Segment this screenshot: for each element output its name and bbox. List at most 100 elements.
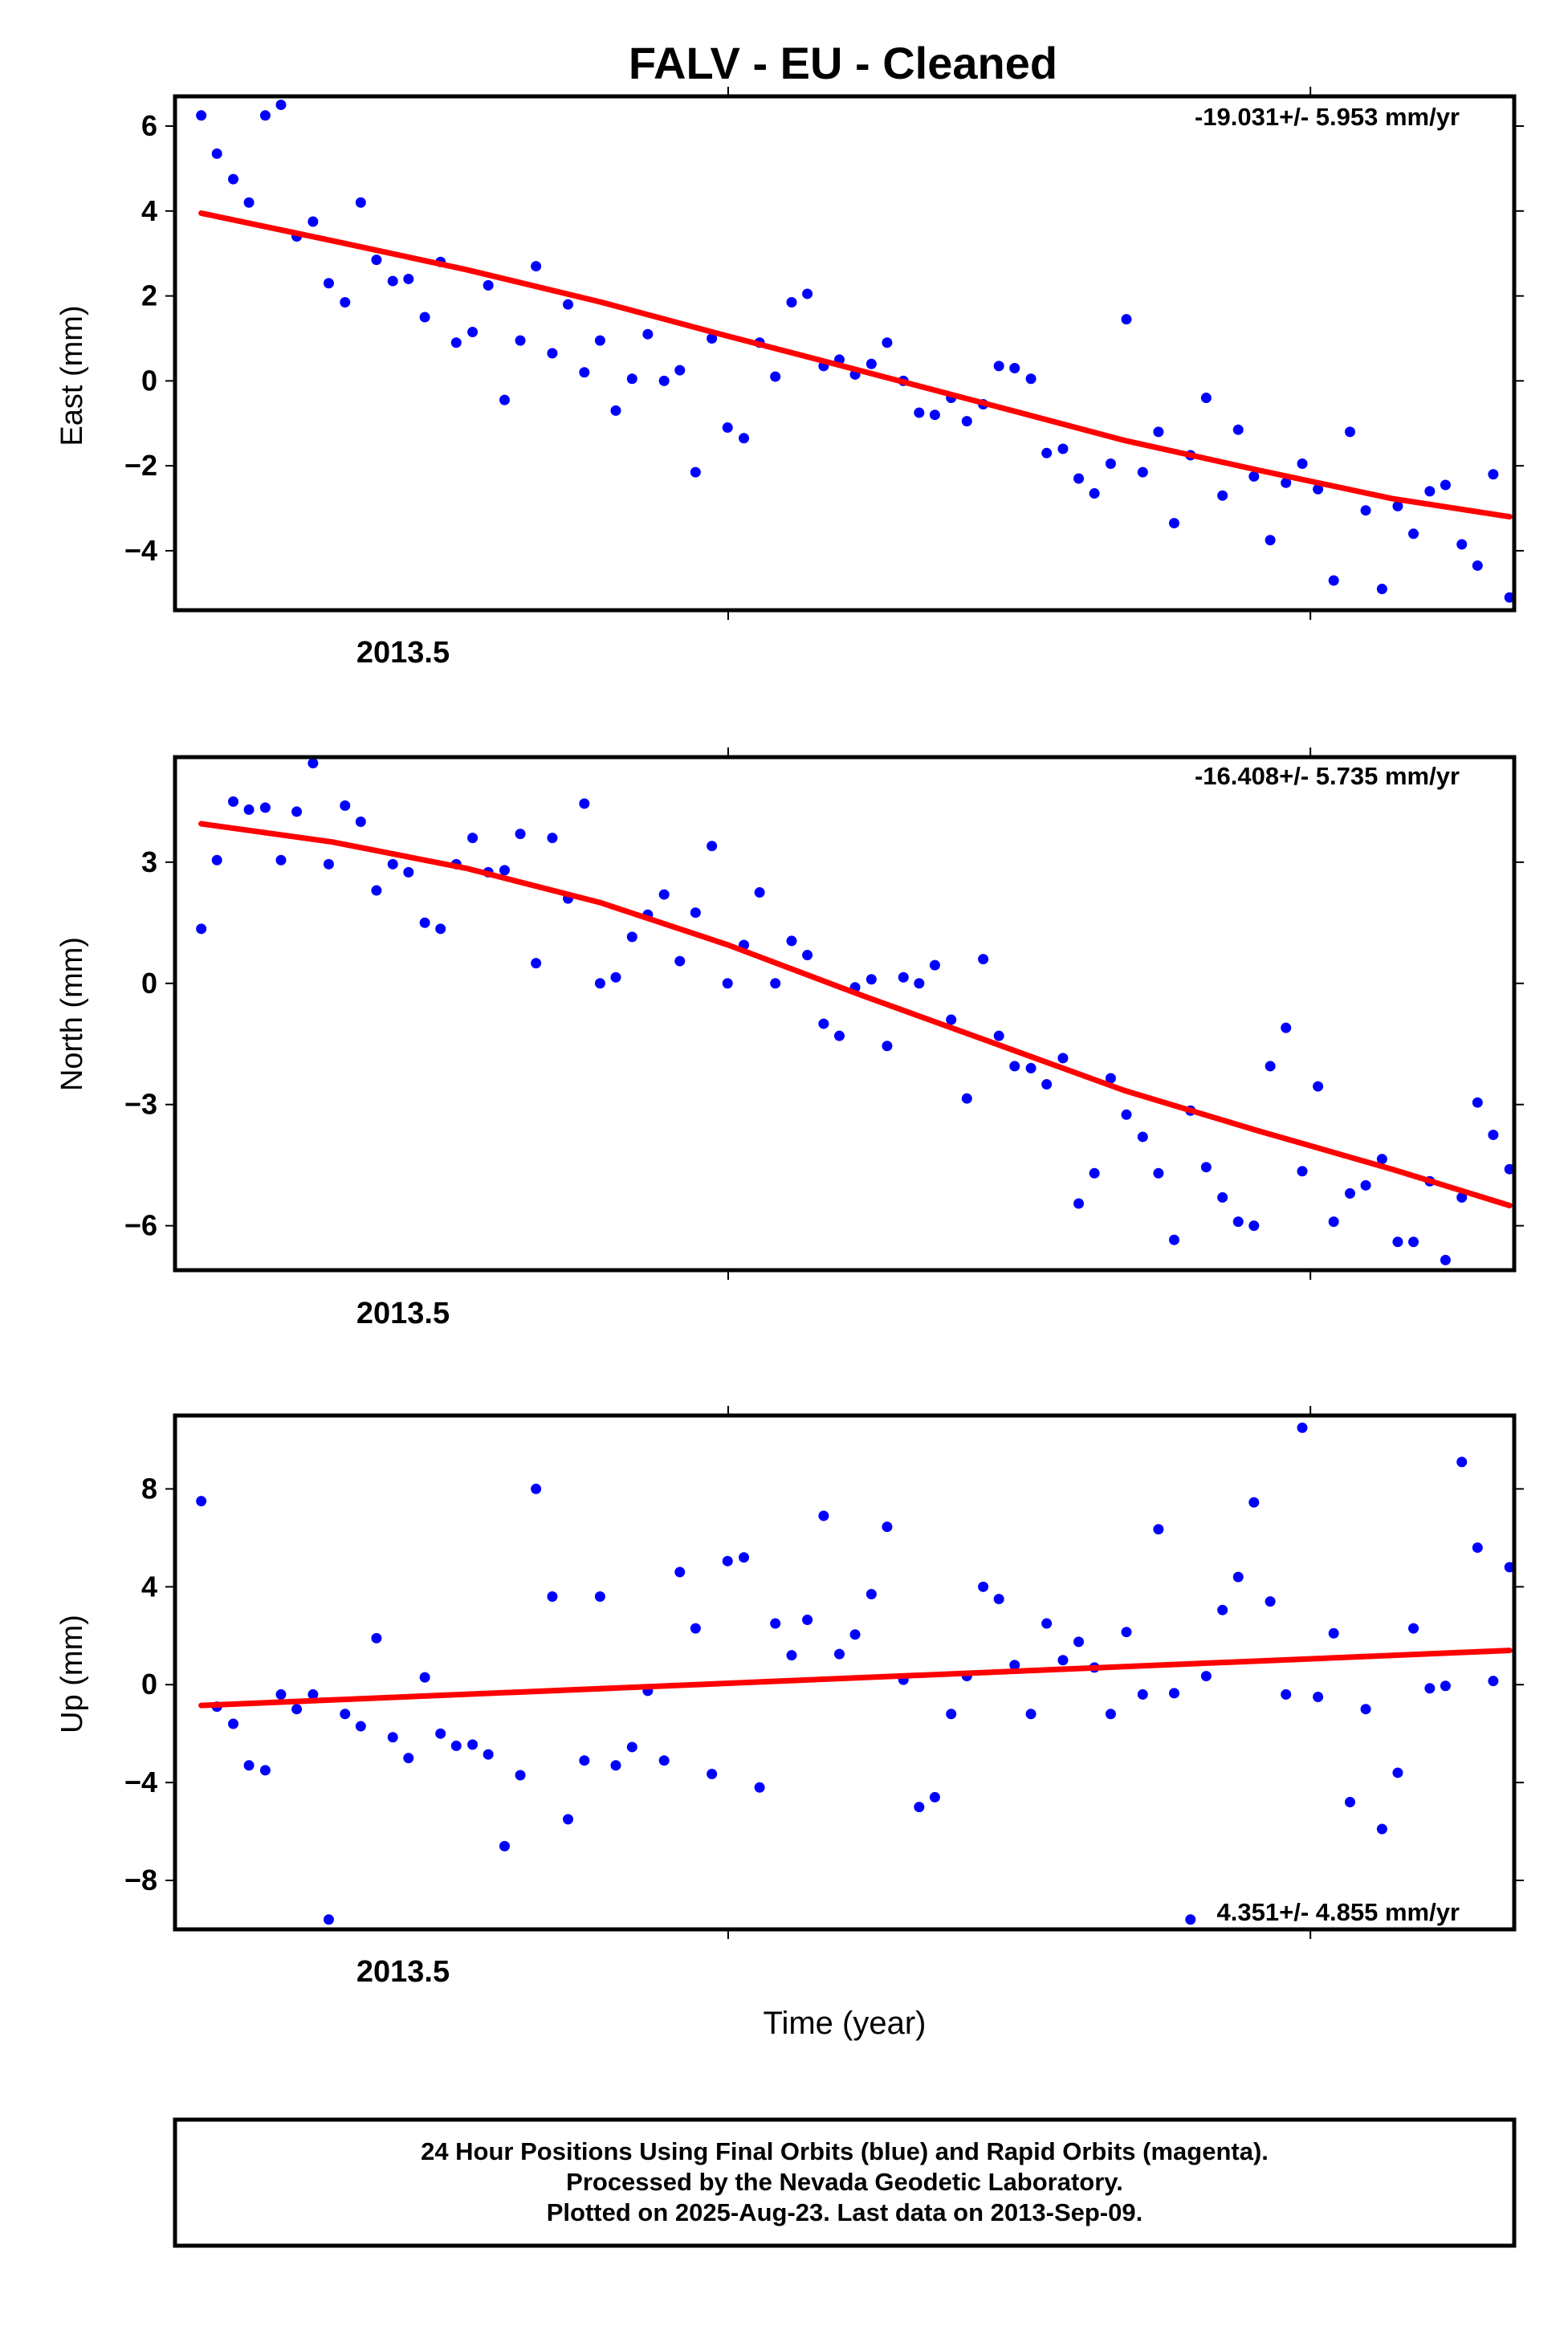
north-data-point xyxy=(1217,1191,1228,1203)
up-data-point xyxy=(387,1732,398,1743)
up-data-point xyxy=(467,1739,479,1750)
north-data-point xyxy=(1408,1236,1419,1248)
footer-line-2: Processed by the Nevada Geodetic Laborat… xyxy=(566,2168,1123,2196)
up-y-tick-label: 0 xyxy=(141,1668,157,1701)
east-data-point xyxy=(882,337,893,348)
east-data-point xyxy=(259,110,271,121)
up-data-point xyxy=(450,1740,462,1751)
up-data-point xyxy=(610,1760,621,1771)
east-data-point xyxy=(1089,488,1100,499)
north-data-point xyxy=(1440,1254,1451,1265)
up-data-point xyxy=(419,1672,430,1683)
up-data-point xyxy=(770,1618,781,1629)
east-data-point xyxy=(642,328,654,340)
north-data-point xyxy=(1121,1109,1132,1120)
east-data-point xyxy=(1232,424,1244,435)
x-axis-label: Time (year) xyxy=(764,2006,927,2041)
up-data-point xyxy=(563,1814,574,1825)
east-rate-label: -19.031+/- 5.953 mm/yr xyxy=(1195,103,1460,131)
north-y-axis-label: North (mm) xyxy=(55,937,89,1091)
north-data-point xyxy=(786,935,797,947)
north-data-point xyxy=(243,804,255,815)
east-data-point xyxy=(1248,470,1260,482)
east-data-point xyxy=(690,466,701,478)
north-y-tick-label: 3 xyxy=(141,845,157,878)
north-data-point xyxy=(1313,1081,1324,1092)
north-data-point xyxy=(802,950,813,961)
east-data-point xyxy=(626,373,637,385)
east-x-tick-label: 2013.5 xyxy=(356,636,450,670)
north-data-point xyxy=(929,959,940,971)
north-data-point xyxy=(1089,1167,1100,1179)
north-data-point xyxy=(419,917,430,928)
north-data-point xyxy=(275,854,287,866)
north-data-point xyxy=(259,802,271,813)
east-data-point xyxy=(786,297,797,308)
east-data-point xyxy=(1217,490,1228,501)
east-data-point xyxy=(610,405,621,416)
east-y-tick-label: −4 xyxy=(124,534,157,567)
east-data-point xyxy=(1168,518,1179,529)
east-data-point xyxy=(307,216,319,227)
up-data-point xyxy=(1025,1709,1037,1720)
east-data-point xyxy=(1424,486,1436,497)
north-data-point xyxy=(1297,1166,1308,1177)
east-data-point xyxy=(1488,469,1499,480)
north-data-point xyxy=(754,887,765,898)
north-data-point xyxy=(499,865,510,876)
north-data-point xyxy=(1328,1216,1339,1228)
east-data-point xyxy=(1265,535,1276,546)
north-data-point xyxy=(228,796,239,807)
up-data-point xyxy=(579,1755,590,1766)
up-data-point xyxy=(707,1768,718,1779)
east-data-point xyxy=(961,416,972,427)
north-data-point xyxy=(594,978,605,989)
east-data-point xyxy=(450,337,462,348)
up-data-point xyxy=(531,1483,542,1494)
up-data-point xyxy=(1297,1422,1308,1433)
north-data-point xyxy=(674,955,686,967)
east-data-point xyxy=(802,288,813,299)
up-data-point xyxy=(1504,1562,1515,1573)
east-fit-line xyxy=(198,210,1513,520)
north-data-point xyxy=(898,972,909,983)
north-data-point xyxy=(722,978,733,989)
east-data-point xyxy=(340,297,351,308)
up-data-point xyxy=(291,1704,303,1715)
east-data-point xyxy=(563,299,574,310)
east-data-point xyxy=(1073,473,1085,484)
up-data-point xyxy=(228,1718,239,1729)
up-data-point xyxy=(1328,1627,1339,1639)
east-y-tick-label: 2 xyxy=(141,279,157,312)
north-data-point xyxy=(1472,1097,1483,1108)
north-data-point xyxy=(371,885,382,896)
up-data-point xyxy=(196,1496,207,1507)
east-data-point xyxy=(1297,458,1308,470)
north-fit-line xyxy=(198,821,1513,1208)
east-data-point xyxy=(1328,575,1339,586)
east-data-point xyxy=(1200,393,1212,404)
up-data-point xyxy=(914,1802,925,1813)
east-data-point xyxy=(914,407,925,418)
north-data-point xyxy=(387,858,398,870)
north-data-point xyxy=(1248,1220,1260,1232)
north-data-point xyxy=(1281,1022,1292,1033)
east-data-point xyxy=(323,278,334,289)
north-data-point xyxy=(882,1041,893,1052)
north-panel: North (mm) -16.408+/- 5.735 mm/yr 2013.5… xyxy=(55,747,1524,1330)
east-data-point xyxy=(1392,500,1403,511)
north-data-point xyxy=(307,758,319,769)
north-data-point xyxy=(1488,1129,1499,1140)
north-y-tick-label: −6 xyxy=(124,1209,157,1242)
up-data-point xyxy=(1281,1688,1292,1700)
footer-line-1: 24 Hour Positions Using Final Orbits (bl… xyxy=(421,2137,1269,2165)
east-data-point xyxy=(1344,426,1355,438)
up-data-point xyxy=(993,1594,1004,1605)
north-data-point xyxy=(1392,1236,1403,1248)
east-data-point xyxy=(387,275,398,287)
north-data-point xyxy=(978,954,989,965)
north-x-tick-label: 2013.5 xyxy=(356,1297,450,1330)
east-data-point xyxy=(722,422,733,434)
north-data-point xyxy=(340,800,351,811)
